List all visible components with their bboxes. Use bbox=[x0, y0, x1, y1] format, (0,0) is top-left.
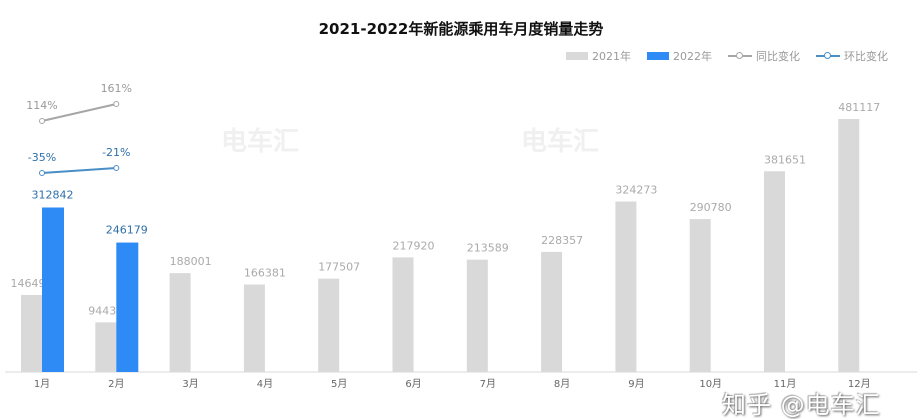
bar-2021 bbox=[392, 257, 414, 372]
legend-label: 2021年 bbox=[592, 50, 631, 63]
x-tick-label: 6月 bbox=[405, 378, 421, 390]
x-tick-label: 7月 bbox=[480, 378, 496, 390]
legend-swatch bbox=[566, 52, 588, 60]
legend-label: 同比变化 bbox=[756, 50, 800, 63]
x-tick-label: 1月 bbox=[34, 378, 50, 390]
data-label-mom: -35% bbox=[28, 151, 56, 164]
legend: 2021年 2022年 同比变化 环比变化 bbox=[566, 48, 888, 64]
point-yoy bbox=[39, 118, 45, 124]
bar-2022 bbox=[42, 207, 64, 372]
bar-2021 bbox=[689, 219, 711, 372]
data-label-2021: 217920 bbox=[393, 239, 435, 252]
bar-2021 bbox=[764, 171, 785, 372]
x-tick-label: 8月 bbox=[554, 378, 570, 390]
data-label-2021: 381651 bbox=[764, 153, 806, 166]
line-mom bbox=[41, 167, 117, 174]
legend-line-icon bbox=[728, 52, 752, 59]
legend-line-icon bbox=[816, 52, 840, 59]
data-label-2022: 312842 bbox=[32, 188, 74, 201]
data-label-yoy: 161% bbox=[101, 82, 132, 95]
chart-title: 2021-2022年新能源乘用车月度销量走势 bbox=[318, 20, 604, 38]
x-tick-label: 2月 bbox=[108, 378, 124, 390]
x-tick-label: 9月 bbox=[628, 378, 644, 390]
line-yoy bbox=[41, 103, 117, 122]
data-label-2021: 324273 bbox=[615, 183, 657, 196]
bar-2021 bbox=[95, 322, 117, 372]
watermark-credit: 知乎 @电车汇 bbox=[722, 391, 881, 419]
point-yoy bbox=[113, 101, 120, 107]
watermark-logo: 电车汇 bbox=[221, 126, 299, 157]
x-tick-label: 5月 bbox=[331, 378, 347, 390]
legend-item-2021[interactable]: 2021年 bbox=[566, 48, 631, 64]
legend-label: 环比变化 bbox=[844, 50, 888, 63]
bar-2021 bbox=[838, 119, 860, 372]
x-tick-label: 3月 bbox=[182, 378, 198, 390]
bar-2021 bbox=[318, 278, 340, 372]
point-mom bbox=[113, 165, 120, 171]
data-label-yoy: 114% bbox=[26, 99, 57, 112]
x-tick-label: 12月 bbox=[848, 378, 871, 390]
bar-2021 bbox=[615, 201, 637, 372]
bar-2021 bbox=[466, 259, 488, 372]
bar-2022 bbox=[116, 242, 139, 372]
x-tick-label: 11月 bbox=[774, 378, 797, 390]
data-label-2022: 246179 bbox=[106, 224, 148, 237]
bar-2021 bbox=[169, 273, 191, 372]
data-label-2021: 166381 bbox=[244, 267, 286, 280]
point-mom bbox=[39, 170, 45, 176]
data-label-2021: 177507 bbox=[318, 261, 360, 274]
legend-item-yoy[interactable]: 同比变化 bbox=[728, 48, 800, 64]
data-label-2021: 290780 bbox=[690, 201, 732, 214]
legend-label: 2022年 bbox=[673, 50, 712, 63]
data-label-2021: 188001 bbox=[170, 255, 212, 268]
legend-swatch bbox=[647, 52, 669, 60]
watermark-logo: 电车汇 bbox=[521, 126, 599, 157]
data-label-2021: 213589 bbox=[467, 242, 509, 255]
legend-item-mom[interactable]: 环比变化 bbox=[816, 48, 888, 64]
x-tick-label: 4月 bbox=[257, 378, 273, 390]
bar-2021 bbox=[243, 284, 265, 372]
x-tick-label: 10月 bbox=[699, 378, 722, 390]
data-label-mom: -21% bbox=[102, 146, 130, 159]
legend-item-2022[interactable]: 2022年 bbox=[647, 48, 712, 64]
bar-2021 bbox=[21, 294, 42, 372]
data-label-2021: 228357 bbox=[541, 234, 583, 247]
data-label-2021: 94432 bbox=[88, 304, 123, 317]
bar-2021 bbox=[541, 251, 563, 372]
data-label-2021: 481117 bbox=[838, 101, 880, 114]
